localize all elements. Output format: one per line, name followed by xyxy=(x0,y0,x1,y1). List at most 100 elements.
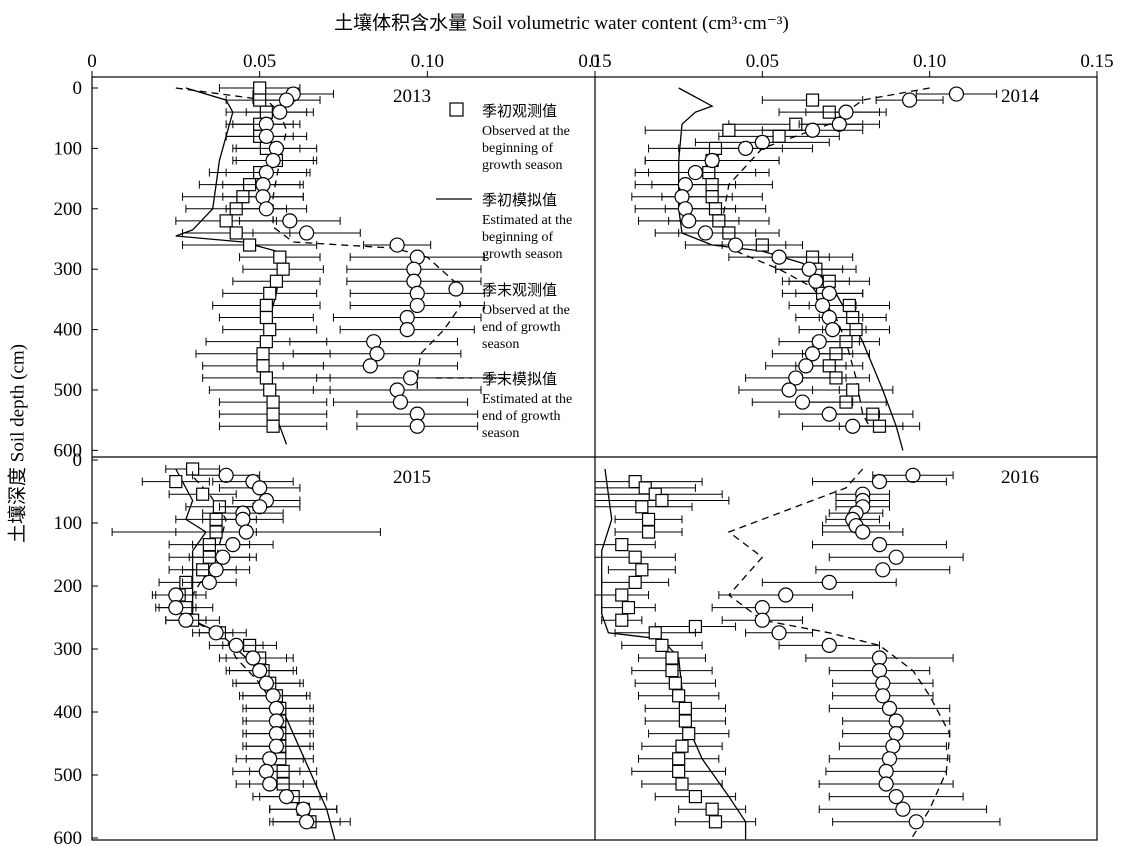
legend-label-en: beginning of xyxy=(482,141,553,156)
start-season-simulated-line xyxy=(601,468,747,840)
observed-end-point xyxy=(737,140,754,156)
observed-end-point xyxy=(168,599,184,616)
y-tick-label: 600 xyxy=(54,828,83,846)
observed-start-point xyxy=(621,600,636,615)
observed-start-point xyxy=(708,815,723,829)
y-tick-label: 500 xyxy=(54,765,83,786)
observed-start-point xyxy=(263,323,277,337)
observed-start-point xyxy=(259,310,273,325)
observed-end-point xyxy=(905,467,921,483)
observed-end-point xyxy=(258,763,274,780)
observed-end-point xyxy=(697,225,714,241)
y-tick-label: 600 xyxy=(54,440,83,461)
legend-label-cn: 季末模拟值 xyxy=(482,371,557,388)
y-tick-label: 400 xyxy=(54,320,83,341)
observed-end-point xyxy=(238,524,254,540)
legend-label-en: season xyxy=(482,337,519,352)
x-tick-label: 0 xyxy=(590,51,600,72)
x-tick-label: 0.05 xyxy=(243,51,276,72)
observed-start-point xyxy=(259,371,273,385)
end-season-simulated-line xyxy=(175,87,462,390)
figure-title: 土壤体积含水量 Soil volumetric water content (c… xyxy=(0,8,1123,35)
observed-end-point xyxy=(771,249,787,265)
y-tick-label: 200 xyxy=(54,199,83,220)
panel-plot-area xyxy=(595,467,1001,840)
observed-start-point xyxy=(266,407,280,421)
observed-end-point xyxy=(794,394,811,410)
observed-start-point xyxy=(688,789,703,804)
observed-end-point xyxy=(299,814,315,830)
x-tick-label: 0.10 xyxy=(913,51,946,72)
legend-label-cn: 季末观测值 xyxy=(482,282,557,299)
observed-end-point xyxy=(808,273,824,289)
observed-end-point xyxy=(215,549,231,565)
observed-end-point xyxy=(871,662,888,679)
observed-end-point xyxy=(295,801,311,817)
legend-label-cn: 季初观测值 xyxy=(482,103,557,120)
observed-end-point xyxy=(831,116,847,132)
observed-start-point xyxy=(273,250,287,264)
y-tick-label: 100 xyxy=(54,138,83,159)
observed-end-point xyxy=(252,662,268,679)
observed-start-point xyxy=(243,238,257,252)
legend-label-cn: 季初模拟值 xyxy=(482,192,557,209)
y-tick-label: 0 xyxy=(73,78,83,99)
observed-end-point xyxy=(687,164,704,181)
observed-end-point xyxy=(888,713,904,729)
legend-label-en: Estimated at the xyxy=(482,213,572,228)
observed-end-point xyxy=(754,599,770,616)
observed-end-point xyxy=(788,370,804,386)
observed-end-point xyxy=(908,814,924,830)
observed-end-point xyxy=(875,688,891,704)
observed-end-point xyxy=(681,213,697,229)
observed-start-point xyxy=(219,214,233,228)
observed-end-point xyxy=(245,650,261,666)
observed-start-point xyxy=(263,286,277,300)
panel-plot-area xyxy=(111,462,381,840)
legend-square-symbol xyxy=(449,102,464,117)
observed-end-point xyxy=(399,322,415,338)
legend-label-en: growth season xyxy=(482,158,563,173)
observed-end-point xyxy=(878,763,894,780)
legend-label-en: Estimated at the xyxy=(482,392,572,407)
title-unit: (cm³·cm⁻³) xyxy=(702,13,789,34)
observed-end-point xyxy=(362,358,378,374)
title-en: Soil volumetric water content xyxy=(471,13,698,34)
observed-start-point xyxy=(672,752,686,766)
legend-label-en: season xyxy=(482,426,519,441)
observed-start-point xyxy=(668,676,682,690)
observed-end-point xyxy=(272,104,288,120)
observed-end-point xyxy=(871,474,888,490)
y-tick-label: 100 xyxy=(54,513,83,534)
observed-start-point xyxy=(628,575,642,590)
observed-start-point xyxy=(266,419,280,433)
observed-end-point xyxy=(798,358,814,374)
y-tick-label: 300 xyxy=(54,259,83,280)
observed-end-point xyxy=(258,675,274,691)
observed-end-point xyxy=(258,201,274,217)
observed-end-point xyxy=(369,346,385,362)
observed-end-point xyxy=(268,713,285,729)
y-tick-label: 200 xyxy=(54,576,83,597)
observed-start-point xyxy=(675,739,689,753)
observed-end-point xyxy=(895,801,911,817)
legend-label-en: end of growth xyxy=(482,320,561,335)
observed-start-point xyxy=(805,93,820,107)
observed-end-point xyxy=(754,612,770,628)
legend-label-en: beginning of xyxy=(482,230,553,245)
x-tick-label: 0 xyxy=(87,51,97,72)
observed-end-point xyxy=(804,122,821,138)
observed-start-point xyxy=(682,726,696,741)
y-tick-label: 400 xyxy=(54,702,83,723)
observed-end-point xyxy=(208,562,224,578)
observed-end-point xyxy=(252,480,268,496)
observed-end-point xyxy=(771,625,787,641)
panel-year-label: 2016 xyxy=(1001,467,1039,488)
observed-start-point xyxy=(655,638,669,653)
observed-end-point xyxy=(821,406,837,422)
observed-start-point xyxy=(276,262,290,276)
observed-start-point xyxy=(263,383,277,397)
observed-start-point xyxy=(169,475,183,489)
observed-start-point xyxy=(259,335,273,349)
